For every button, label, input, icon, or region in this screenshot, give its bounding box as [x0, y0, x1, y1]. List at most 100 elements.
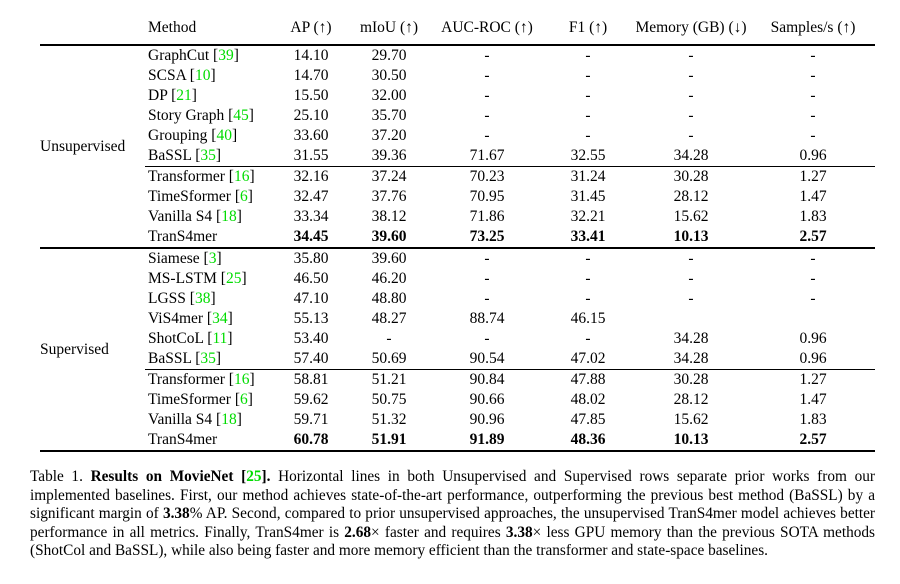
value-cell: 46.50 — [293, 270, 329, 287]
value-cell: - — [688, 127, 694, 144]
value-cell: - — [810, 107, 816, 124]
value-cell: 34.28 — [673, 350, 709, 367]
citation-number: 3 — [208, 250, 217, 267]
table-row: Grouping [40] 33.60 37.20 - - - - — [40, 126, 875, 146]
value-cell: 48.36 — [570, 431, 606, 448]
value-cell: - — [688, 67, 694, 84]
citation-number: 25 — [225, 270, 242, 287]
value-cell: 71.67 — [469, 147, 505, 164]
table-row: Story Graph [45] 25.10 35.70 - - - - — [40, 106, 875, 126]
value-cell: 1.27 — [751, 369, 875, 390]
value-cell: 1.27 — [751, 166, 875, 187]
caption-text-segment: ]. — [261, 468, 279, 485]
value-cell: - — [688, 107, 694, 124]
method-cell: TranS4mer — [145, 227, 273, 248]
value-cell: 39.60 — [371, 228, 407, 245]
method-name: TranS4mer — [148, 431, 218, 448]
citation-number: 40 — [216, 127, 232, 144]
value-cell: 32.00 — [371, 87, 407, 104]
value-cell: 29.70 — [371, 47, 407, 64]
table-group-unsupervised: Unsupervised GraphCut [39] 14.10 29.70- - - - S… — [40, 45, 875, 248]
value-cell: - — [585, 290, 591, 307]
value-cell: 90.54 — [469, 350, 505, 367]
value-cell: 35.70 — [371, 107, 407, 124]
table-row: Vanilla S4 [18] 33.34 38.12 71.86 32.21 15.62… — [40, 207, 875, 227]
table-row: BaSSL [35] 57.40 50.69 90.54 47.02 34.28 0.96 — [40, 349, 875, 370]
value-cell: - — [585, 250, 591, 267]
value-cell: 35.80 — [293, 250, 329, 267]
method-name: Siamese — [148, 250, 200, 267]
value-cell: 33.34 — [293, 208, 329, 225]
citation-number: 11 — [212, 330, 228, 347]
table-row: Unsupervised GraphCut [39] 14.10 29.70 - - - - — [40, 45, 875, 155]
value-cell: 31.45 — [570, 188, 606, 205]
value-cell: - — [585, 127, 591, 144]
value-cell: 32.16 — [273, 166, 349, 187]
method-cell: Grouping [40] — [148, 127, 238, 144]
method-cell: BaSSL [35] — [148, 350, 222, 367]
table-caption: Table 1. Results on MovieNet [25]. Horiz… — [30, 468, 875, 561]
value-cell: - — [585, 87, 591, 104]
value-cell: 1.47 — [799, 391, 827, 408]
value-cell: 59.62 — [293, 391, 329, 408]
table-row: SCSA [10] 14.70 30.50 - - - - — [40, 66, 875, 86]
table-row: DP [21] 15.50 32.00 - - - - — [40, 86, 875, 106]
value-cell: 91.89 — [469, 431, 505, 448]
method-cell: Transformer [16] — [145, 166, 273, 187]
value-cell: 34.45 — [293, 228, 329, 245]
citation-number: 34 — [212, 310, 228, 327]
column-header: Samples/s (↑) — [751, 14, 875, 46]
value-cell: - — [585, 107, 591, 124]
value-cell: 32.55 — [570, 147, 606, 164]
table-row: TranS4mer 34.45 39.60 73.25 33.41 10.13 2.57 — [40, 227, 875, 248]
method-name: ShotCoL — [148, 330, 204, 347]
method-name: DP — [148, 87, 168, 104]
method-cell: GraphCut [39] — [148, 47, 239, 64]
method-cell: Story Graph [45] — [148, 107, 254, 124]
value-cell: - — [810, 127, 816, 144]
value-cell — [751, 309, 875, 329]
method-cell: TimeSformer [6] — [148, 391, 253, 408]
value-cell: 25.10 — [293, 107, 329, 124]
value-cell: 34.28 — [673, 330, 709, 347]
table-row: BaSSL [35] 31.55 39.36 71.67 32.55 34.28 0.96 — [40, 146, 875, 167]
value-cell: 58.81 — [273, 369, 349, 390]
value-cell: - — [585, 330, 591, 347]
value-cell: 50.69 — [371, 350, 407, 367]
group-label-header — [40, 14, 145, 46]
method-name: TimeSformer — [148, 188, 231, 205]
method-cell: Transformer [16] — [145, 369, 273, 390]
value-cell: 90.66 — [469, 391, 505, 408]
method-name: Transformer — [148, 168, 225, 185]
value-cell: - — [585, 270, 591, 287]
value-cell: 51.21 — [349, 369, 429, 390]
value-cell: - — [688, 47, 694, 64]
value-cell: - — [688, 87, 694, 104]
method-cell: Siamese [3] — [148, 250, 222, 267]
value-cell: - — [484, 330, 490, 347]
value-cell: 10.13 — [673, 431, 709, 448]
value-cell: 1.83 — [799, 411, 827, 428]
citation-number: 16 — [233, 168, 250, 185]
method-cell: SCSA [10] — [148, 67, 216, 84]
table-row: Supervised Siamese [3] 35.80 39.60 - - - - — [40, 248, 875, 358]
table-row: TimeSformer [6] 32.47 37.76 70.95 31.45 28.12… — [40, 187, 875, 207]
method-name: BaSSL — [148, 350, 192, 367]
citation-number: 18 — [221, 411, 237, 428]
method-name: LGSS — [148, 290, 186, 307]
value-cell: 28.12 — [673, 391, 709, 408]
column-header: Method — [145, 14, 273, 46]
method-name: SCSA — [148, 67, 186, 84]
value-cell: 32.47 — [293, 188, 329, 205]
caption-text-segment: 2.68 — [344, 523, 372, 541]
citation-number: 18 — [221, 208, 237, 225]
method-name: TranS4mer — [148, 228, 218, 245]
value-cell: 33.60 — [293, 127, 329, 144]
column-header: AP (↑) — [273, 14, 349, 46]
value-cell: 39.36 — [371, 147, 407, 164]
value-cell: 30.50 — [371, 67, 407, 84]
value-cell: 14.10 — [293, 47, 329, 64]
table-row: ViS4mer [34] 55.13 48.27 88.74 46.15 — [40, 309, 875, 329]
method-cell: LGSS [38] — [148, 290, 216, 307]
value-cell: 47.02 — [570, 350, 606, 367]
